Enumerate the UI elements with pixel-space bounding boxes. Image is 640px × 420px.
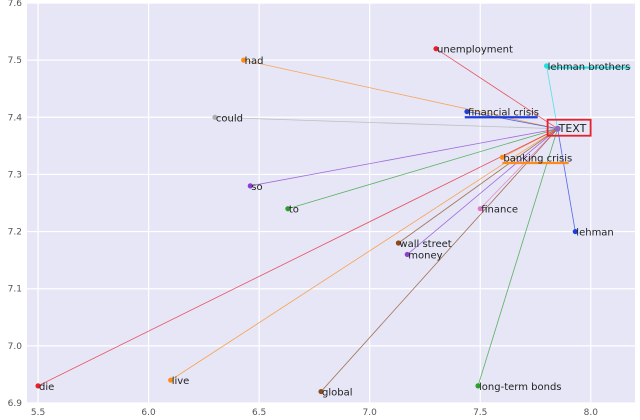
y-tick-label: 6.9 [8,399,23,409]
center-box [546,118,592,137]
data-point [168,377,174,383]
point-label: global [322,388,353,399]
y-tick-label: 7.1 [8,285,22,295]
connector-line [407,128,558,255]
point-label: long-term bonds [479,382,561,393]
data-point [572,228,578,235]
connector-line [214,116,558,130]
data-point [433,46,439,52]
point-label: finance [481,205,518,216]
point-label: wall street [399,239,451,250]
connector-line [466,111,558,130]
data-point [395,240,402,246]
connector-line [320,128,558,392]
point-label: banking crisis [503,153,572,164]
x-tick-label: 6.0 [141,408,156,418]
connector-line [37,128,558,387]
data-point [247,183,253,189]
y-tick-label: 7.4 [8,113,23,123]
point-label: could [216,113,243,124]
point-label: unemployment [437,45,513,56]
x-tick-label: 7.5 [473,408,487,418]
point-label: money [408,250,442,261]
y-tick-label: 7.2 [8,228,22,238]
data-point [35,383,41,389]
point-label: so [251,182,262,193]
center-label: TEXT [558,122,587,135]
connector-line [546,65,559,129]
point-label: die [39,382,54,393]
data-point [543,63,550,69]
point-label: lehman brothers [548,62,631,73]
data-point [318,388,324,395]
x-tick-label: 6.5 [252,408,266,418]
y-tick-label: 7.3 [8,170,22,180]
connector-line [250,128,558,187]
connector-line [435,48,558,130]
point-label: had [245,56,264,67]
connector-line [170,128,558,381]
x-tick-label: 7.0 [363,408,378,418]
data-point [404,251,410,258]
data-point [477,206,483,212]
point-label: financial crisis [468,108,539,119]
y-tick-label: 7.6 [8,0,23,9]
data-point [475,383,481,389]
data-point [285,206,291,212]
data-point [499,154,505,160]
y-tick-label: 7.0 [8,342,23,352]
center-point [554,125,561,132]
connector-line [287,128,558,210]
connector-line [477,128,559,386]
data-point [212,114,218,120]
point-label: lehman [576,228,613,239]
connector-line [398,128,558,244]
connector-line [479,128,558,209]
point-label: live [172,376,190,387]
plot-background [27,3,635,403]
point-label: to [289,205,299,216]
x-tick-label: 5.5 [31,408,45,418]
data-point [464,108,470,115]
y-tick-label: 7.5 [8,56,22,66]
connector-line [557,128,576,232]
data-point [241,57,247,63]
x-tick-label: 8.0 [584,408,599,418]
